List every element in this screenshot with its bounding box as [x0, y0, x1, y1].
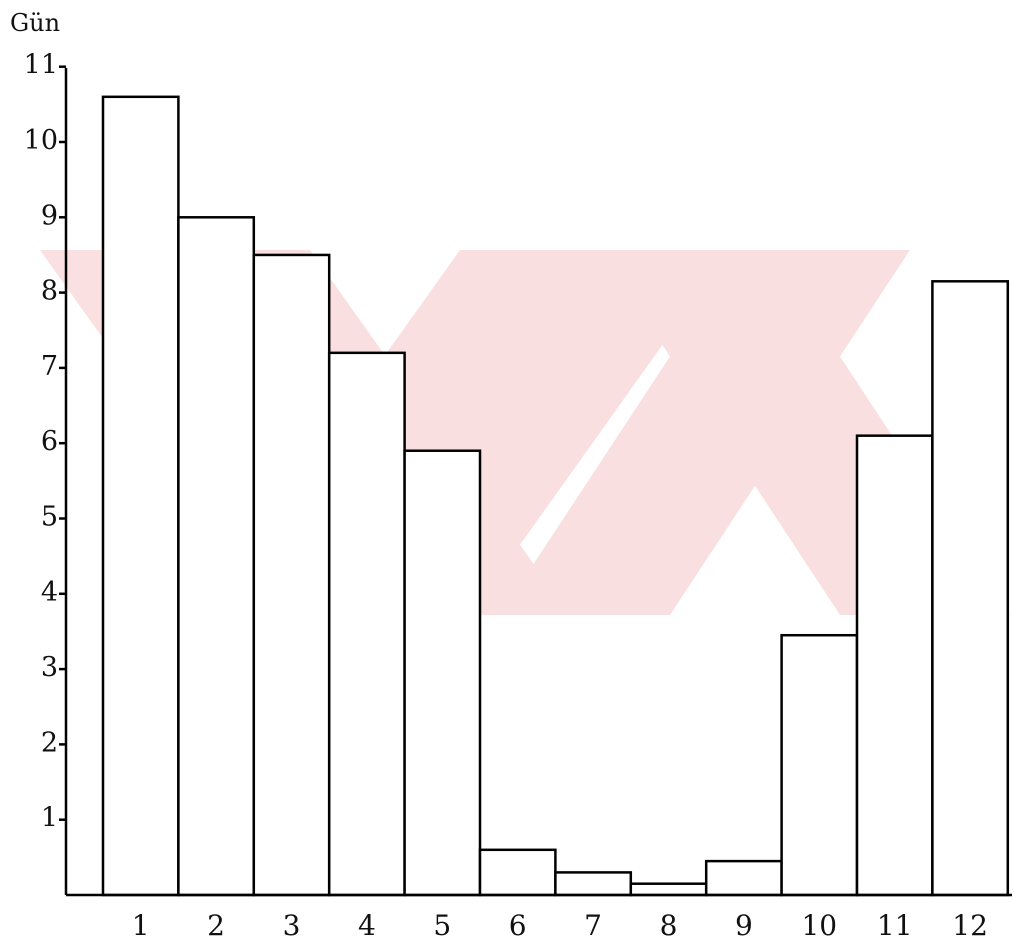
y-tick-label: 8: [41, 276, 58, 307]
y-axis-label: Gün: [10, 9, 60, 37]
x-tick-label: 12: [952, 909, 988, 942]
x-tick-label: 1: [132, 909, 150, 942]
x-tick-label: 6: [509, 909, 527, 942]
bar-11: [855, 434, 934, 897]
y-tick-label: 9: [41, 200, 58, 231]
y-tick-label: 2: [41, 727, 58, 758]
bar-8: [629, 882, 708, 897]
y-tick-label: 6: [41, 426, 58, 457]
bar-7: [554, 871, 633, 897]
bar-4: [327, 351, 406, 897]
x-tick-label: 10: [801, 909, 837, 942]
x-tick-label: 2: [207, 909, 225, 942]
y-tick-label: 4: [41, 577, 58, 608]
x-tick-label: 8: [660, 909, 678, 942]
bar-12: [931, 280, 1010, 897]
watermark-stripe: [500, 250, 910, 615]
y-tick-label: 11: [24, 50, 58, 81]
x-tick-label: 3: [283, 909, 301, 942]
bar-1: [101, 95, 180, 897]
x-tick-label: 11: [877, 909, 913, 942]
x-tick-label: 7: [584, 909, 602, 942]
bar-9: [704, 859, 783, 897]
y-tick-label: 7: [41, 351, 58, 382]
y-tick-label: 5: [41, 502, 58, 533]
x-tick-label: 9: [735, 909, 753, 942]
x-tick-label: 5: [433, 909, 451, 942]
bar-2: [177, 216, 256, 897]
bar-5: [403, 449, 482, 897]
bar-6: [478, 848, 557, 897]
y-tick-label: 1: [41, 803, 58, 834]
bar-3: [252, 253, 331, 897]
bar-10: [780, 633, 859, 897]
x-tick-label: 4: [358, 909, 376, 942]
y-tick-label: 3: [41, 652, 58, 683]
bars-group: [101, 95, 1010, 897]
y-tick-label: 10: [24, 125, 58, 156]
